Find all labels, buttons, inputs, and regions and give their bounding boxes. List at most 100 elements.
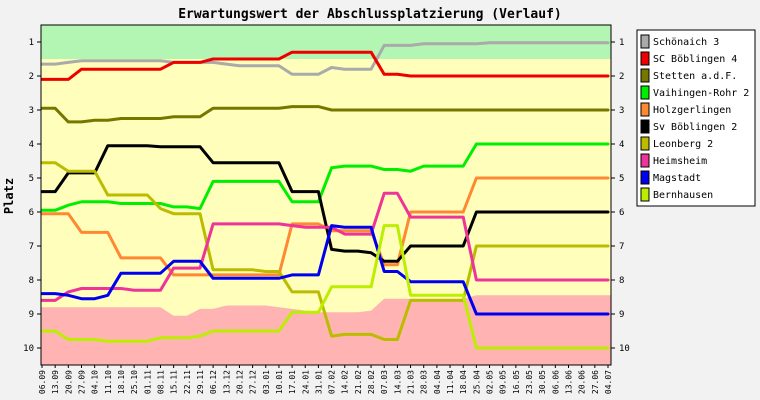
- y-tick-label-left: 1: [29, 38, 34, 48]
- y-tick-label-left: 10: [23, 344, 34, 354]
- x-ticks: 06.09 13.09 20.09 27.09 04.10 11.10 18.10 25.10…: [38, 365, 613, 394]
- chart-title: Erwartungswert der Abschlussplatzierung …: [178, 7, 562, 22]
- legend-swatch: [640, 85, 650, 100]
- x-tick-label: 20.09: [64, 370, 73, 394]
- series-line-8: [40, 224, 610, 316]
- y-tick-label-right: 5: [619, 174, 624, 184]
- legend-frame: [636, 29, 756, 207]
- x-tick-label: 30.05: [538, 370, 547, 394]
- legend-label: Bernhausen: [653, 190, 713, 201]
- plot-area: [40, 24, 612, 366]
- x-tick-label: 28.02: [367, 370, 376, 394]
- y-tick-label-right: 7: [619, 242, 624, 252]
- x-tick-label: 18.04: [459, 370, 468, 394]
- legend-label: Stetten a.d.F.: [653, 71, 737, 82]
- y-ticks-right: 1 2 3 4 5 6 7 8 9 10: [611, 38, 630, 354]
- y-tick-label-left: 4: [29, 140, 34, 150]
- legend-label: SC Böblingen 4: [653, 54, 737, 65]
- x-tick-label: 23.05: [525, 370, 534, 394]
- legend-swatch: [640, 136, 650, 151]
- y-tick-label-right: 10: [619, 344, 630, 354]
- x-tick-label: 06.09: [38, 370, 47, 394]
- legend-label: Sv Böblingen 2: [653, 122, 737, 133]
- x-tick-label: 07.02: [328, 370, 337, 394]
- series-lines: [40, 41, 610, 350]
- band-0: [41, 25, 611, 59]
- x-tick-label: 21.03: [407, 370, 416, 394]
- series-line-9: [40, 224, 610, 350]
- y-tick-label-right: 1: [619, 38, 624, 48]
- x-tick-label: 09.05: [499, 370, 508, 394]
- legend-swatch: [640, 51, 650, 66]
- x-tick-label: 07.03: [380, 370, 389, 394]
- y-tick-label-left: 7: [29, 242, 34, 252]
- legend-label: Schönaich 3: [653, 37, 719, 48]
- legend-label: Vaihingen-Rohr 2: [653, 88, 749, 99]
- x-tick-label: 31.01: [314, 370, 323, 394]
- legend: Schönaich 3 SC Böblingen 4 Stetten a.d.F. V…: [636, 29, 756, 207]
- y-tick-label-right: 3: [619, 106, 624, 116]
- x-tick-label: 20.06: [578, 370, 587, 394]
- x-tick-label: 25.04: [472, 370, 481, 394]
- x-tick-label: 04.07: [604, 370, 613, 394]
- legend-label: Heimsheim: [653, 156, 707, 167]
- x-tick-label: 02.05: [486, 370, 495, 394]
- x-tick-label: 04.04: [433, 370, 442, 394]
- x-tick-label: 22.11: [183, 370, 192, 394]
- y-tick-label-left: 8: [29, 276, 34, 286]
- y-tick-label-left: 6: [29, 208, 34, 218]
- legend-swatch: [640, 153, 650, 168]
- y-tick-label-right: 8: [619, 276, 624, 286]
- x-tick-label: 06.12: [209, 370, 218, 394]
- x-tick-label: 27.09: [78, 370, 87, 394]
- x-tick-label: 25.10: [130, 370, 139, 394]
- x-tick-label: 14.02: [341, 370, 350, 394]
- legend-swatch: [640, 34, 650, 49]
- legend-swatch: [640, 68, 650, 83]
- x-tick-label: 13.12: [222, 370, 231, 394]
- x-tick-label: 15.11: [170, 370, 179, 394]
- x-tick-label: 20.12: [235, 370, 244, 394]
- y-tick-label-right: 9: [619, 310, 624, 320]
- x-tick-label: 24.01: [301, 370, 310, 394]
- legend-items: Schönaich 3 SC Böblingen 4 Stetten a.d.F. V…: [640, 34, 749, 202]
- legend-swatch: [640, 187, 650, 202]
- x-tick-label: 21.02: [354, 370, 363, 394]
- y-tick-label-left: 5: [29, 174, 34, 184]
- x-tick-label: 13.09: [51, 370, 60, 394]
- x-tick-label: 10.01: [275, 370, 284, 394]
- x-tick-label: 27.06: [591, 370, 600, 394]
- series-line-0: [40, 41, 610, 76]
- y-tick-label-right: 2: [619, 72, 624, 82]
- x-tick-label: 18.10: [117, 370, 126, 394]
- x-tick-label: 11.10: [104, 370, 113, 394]
- series-line-3: [40, 142, 610, 212]
- legend-label: Leonberg 2: [653, 139, 713, 150]
- x-tick-label: 29.11: [196, 370, 205, 394]
- series-line-1: [40, 50, 610, 81]
- y-tick-label-right: 4: [619, 140, 624, 150]
- y-tick-label-left: 9: [29, 310, 34, 320]
- y-axis-label: Platz: [2, 178, 16, 214]
- y-tick-label-left: 2: [29, 72, 34, 82]
- x-tick-label: 13.06: [565, 370, 574, 394]
- x-tick-label: 04.10: [91, 370, 100, 394]
- series-line-6: [40, 161, 610, 341]
- x-tick-label: 08.11: [157, 370, 166, 394]
- x-tick-label: 11.04: [446, 370, 455, 394]
- series-line-5: [40, 144, 610, 263]
- x-tick-label: 03.01: [262, 370, 271, 394]
- x-tick-label: 14.03: [393, 370, 402, 394]
- series-line-2: [40, 105, 610, 124]
- y-tick-label-left: 3: [29, 106, 34, 116]
- x-tick-label: 06.06: [551, 370, 560, 394]
- y-ticks-left: 1 2 3 4 5 6 7 8 9 10: [23, 38, 41, 354]
- legend-swatch: [640, 170, 650, 185]
- x-tick-label: 28.03: [420, 370, 429, 394]
- x-tick-label: 27.12: [249, 370, 258, 394]
- x-tick-label: 16.05: [512, 370, 521, 394]
- legend-swatch: [640, 119, 650, 134]
- series-line-7: [40, 191, 610, 302]
- x-tick-label: 17.01: [288, 370, 297, 394]
- plot-border: [40, 24, 612, 366]
